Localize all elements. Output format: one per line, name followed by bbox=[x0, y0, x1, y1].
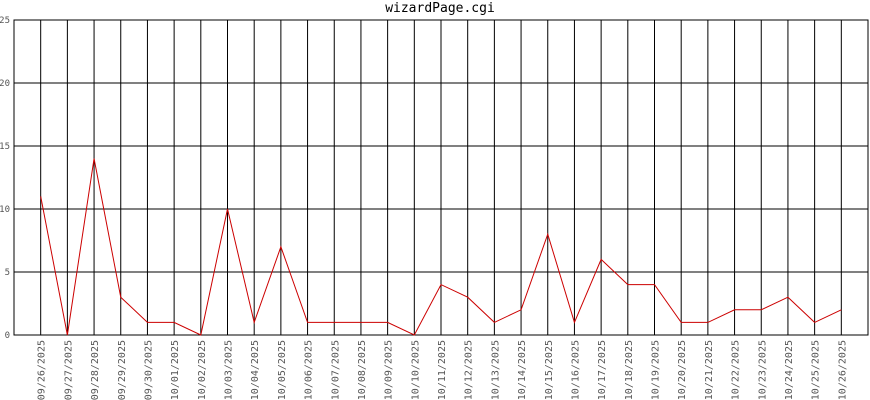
x-tick-label: 10/01/2025 bbox=[170, 340, 181, 400]
x-tick-label: 10/26/2025 bbox=[837, 340, 848, 400]
x-tick-label: 09/28/2025 bbox=[90, 340, 101, 400]
x-tick-label: 10/07/2025 bbox=[330, 340, 341, 400]
x-tick-label: 10/09/2025 bbox=[384, 340, 395, 400]
x-tick-label: 10/17/2025 bbox=[597, 340, 608, 400]
x-tick-label: 10/04/2025 bbox=[250, 340, 261, 400]
chart-title: wizardPage.cgi bbox=[385, 1, 495, 16]
x-tick-label: 10/08/2025 bbox=[357, 340, 368, 400]
x-tick-label: 10/11/2025 bbox=[437, 340, 448, 400]
x-tick-label: 10/14/2025 bbox=[517, 340, 528, 400]
y-tick-label: 25 bbox=[0, 16, 10, 26]
x-tick-label: 10/13/2025 bbox=[490, 340, 501, 400]
y-tick-label: 0 bbox=[5, 331, 10, 341]
x-tick-label: 10/18/2025 bbox=[624, 340, 635, 400]
x-tick-label: 10/16/2025 bbox=[570, 340, 581, 400]
x-tick-label: 10/15/2025 bbox=[544, 340, 555, 400]
x-tick-label: 10/19/2025 bbox=[651, 340, 662, 400]
x-tick-label: 09/29/2025 bbox=[117, 340, 128, 400]
x-tick-label: 10/25/2025 bbox=[811, 340, 822, 400]
x-tick-label: 10/02/2025 bbox=[197, 340, 208, 400]
x-tick-label: 10/20/2025 bbox=[677, 340, 688, 400]
x-tick-label: 10/24/2025 bbox=[784, 340, 795, 400]
x-tick-label: 10/21/2025 bbox=[704, 340, 715, 400]
x-tick-label: 09/26/2025 bbox=[37, 340, 48, 400]
x-tick-label: 10/06/2025 bbox=[304, 340, 315, 400]
x-tick-label: 10/10/2025 bbox=[410, 340, 421, 400]
x-tick-label: 10/23/2025 bbox=[757, 340, 768, 400]
x-tick-label: 09/27/2025 bbox=[63, 340, 74, 400]
y-tick-label: 10 bbox=[0, 205, 10, 215]
x-tick-label: 10/03/2025 bbox=[224, 340, 235, 400]
x-tick-label: 10/05/2025 bbox=[277, 340, 288, 400]
y-tick-label: 20 bbox=[0, 79, 10, 89]
line bbox=[40, 158, 842, 336]
y-tick-label: 15 bbox=[0, 142, 10, 152]
x-tick-label: 09/30/2025 bbox=[143, 340, 154, 400]
x-tick-label: 10/22/2025 bbox=[731, 340, 742, 400]
y-tick-label: 5 bbox=[5, 268, 10, 278]
x-tick-label: 10/12/2025 bbox=[464, 340, 475, 400]
